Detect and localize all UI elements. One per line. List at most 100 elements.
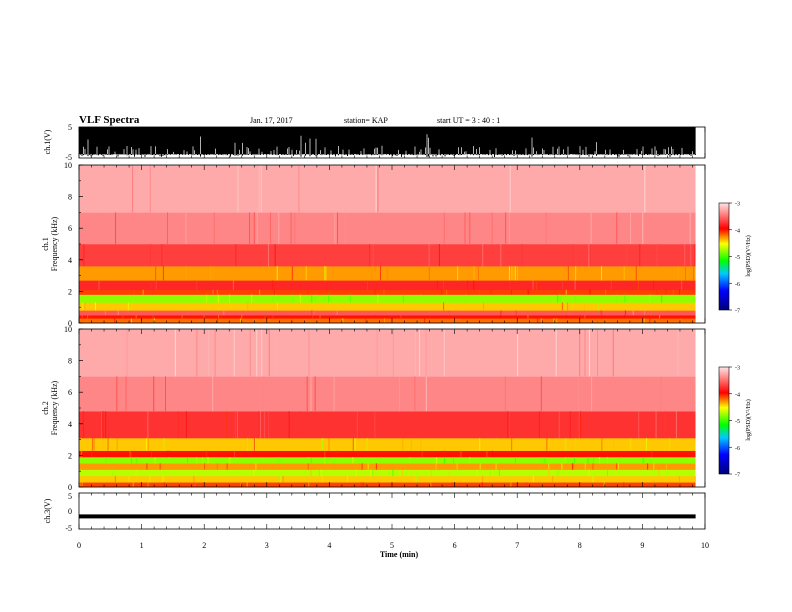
ch1-spectrogram-band bbox=[79, 302, 696, 311]
ch1-spectrogram-ytick-label: 0 bbox=[68, 319, 72, 328]
ch2-spectrogram-ytick-label: 6 bbox=[68, 388, 72, 397]
ch1-spectrogram-speckle bbox=[155, 280, 157, 290]
ch2-spectrogram-speckle bbox=[308, 482, 310, 487]
ch3-ytick-mid: 0 bbox=[68, 507, 72, 516]
ch1-spectrogram-speckle bbox=[218, 315, 220, 319]
ch1-spectrogram-speckle bbox=[424, 318, 426, 323]
ch1-spectrogram-speckle bbox=[428, 244, 430, 267]
ch1-spectrogram-speckle bbox=[509, 280, 511, 290]
ch2-spectrogram-speckle bbox=[262, 376, 264, 412]
ch1-spectrogram-speckle bbox=[290, 212, 292, 244]
ch1-spectrogram-speckle bbox=[312, 315, 314, 319]
ch2-spectrogram-speckle bbox=[568, 456, 570, 464]
ch1-spectrogram-speckle bbox=[508, 266, 510, 281]
ch2-colorbar-tick-label: -4 bbox=[735, 392, 740, 398]
time-tick-label: 7 bbox=[515, 541, 519, 550]
ch1-waveform-trace bbox=[78, 127, 696, 157]
ch2-spectrogram-speckle bbox=[126, 329, 128, 377]
ch1-spectrogram-speckle bbox=[527, 315, 529, 319]
ch2-spectrogram-speckle bbox=[253, 469, 255, 476]
figure-title: VLF Spectra bbox=[79, 114, 140, 126]
ch1-spectrogram-speckle bbox=[473, 266, 475, 281]
ch2-spectrogram-speckle bbox=[575, 438, 577, 451]
ch2-spectrogram-band bbox=[79, 469, 696, 477]
ch1-spectrogram-speckle bbox=[83, 244, 85, 267]
ch1-spectrogram-speckle bbox=[684, 244, 686, 267]
ch2-spectrogram-speckle bbox=[459, 450, 461, 457]
ch1-spectrogram-speckle bbox=[625, 244, 627, 267]
ch1-spectrogram-speckle bbox=[644, 318, 646, 323]
ch2-spectrogram-speckle bbox=[310, 376, 312, 412]
time-tick-label: 3 bbox=[265, 541, 269, 550]
ch1-spectrogram-speckle bbox=[335, 212, 337, 244]
ch1-spectrogram-speckle bbox=[589, 244, 591, 267]
ch2-spectrogram-speckle bbox=[346, 475, 348, 483]
ch1-spectrogram-speckle bbox=[443, 212, 445, 244]
ch2-channel-label: ch.2 bbox=[41, 401, 50, 415]
ch1-spectrogram-speckle bbox=[567, 266, 569, 281]
ch2-spectrogram-speckle bbox=[376, 329, 378, 377]
ch1-spectrogram-speckle bbox=[505, 212, 507, 244]
ch2-spectrogram-speckle bbox=[185, 411, 187, 439]
ch1-spectrogram-speckle bbox=[349, 294, 351, 303]
ch2-spectrogram-speckle bbox=[146, 463, 148, 470]
ch2-spectrogram-speckle bbox=[320, 469, 322, 476]
ch1-waveform-ylabel: ch.1(V) bbox=[43, 129, 52, 154]
ch1-spectrogram-speckle bbox=[95, 302, 97, 311]
ch1-spectrogram-speckle bbox=[228, 294, 230, 303]
ch2-colorbar-tick-label: -3 bbox=[735, 366, 740, 372]
ch2-colorbar-tick-label: -7 bbox=[735, 473, 740, 479]
ch2-spectrogram-speckle bbox=[572, 463, 574, 470]
ch1-spectrogram-speckle bbox=[386, 266, 388, 281]
ch2-spectrogram-speckle bbox=[678, 475, 680, 483]
ch1-spectrogram-speckle bbox=[448, 310, 450, 316]
ch1-spectrogram-speckle bbox=[133, 289, 135, 295]
ch1-spectrogram-speckle bbox=[400, 315, 402, 319]
ch2-spectrogram-speckle bbox=[131, 456, 133, 464]
ch2-spectrogram-speckle bbox=[392, 329, 394, 377]
ch2-spectrogram-speckle bbox=[569, 411, 571, 439]
ch2-spectrogram-speckle bbox=[692, 450, 694, 457]
ch1-spectrogram-speckle bbox=[223, 310, 225, 316]
ch2-spectrogram-yticks: 10 8 6 4 2 0 bbox=[64, 325, 83, 492]
ch1-spectrogram-speckle bbox=[232, 280, 234, 290]
ch3-waveform-ylabel: ch.3(V) bbox=[43, 498, 52, 523]
time-axis-ticks bbox=[78, 127, 706, 529]
time-tick-label: 10 bbox=[701, 541, 709, 550]
ch1-spectrogram-speckle bbox=[694, 244, 696, 267]
ch1-spectrogram-speckle bbox=[213, 212, 215, 244]
ch2-spectrogram-band bbox=[79, 482, 696, 488]
ch2-spectrogram-speckle bbox=[226, 411, 228, 439]
ch2-spectrogram-speckle bbox=[107, 438, 109, 451]
ch2-spectrogram-speckle bbox=[533, 376, 535, 412]
ch1-spectrogram-speckle bbox=[210, 266, 212, 281]
ch2-spectrogram-speckle bbox=[402, 438, 404, 451]
ch1-spectrogram-speckle bbox=[588, 244, 590, 267]
ch2-spectrogram-speckle bbox=[665, 463, 667, 470]
ch1-spectrogram-speckle bbox=[521, 244, 523, 267]
ch2-spectrogram-speckle bbox=[451, 482, 453, 487]
ch2-spectrogram-speckle bbox=[278, 475, 280, 483]
ch2-spectrogram-speckle bbox=[101, 411, 103, 439]
ch2-spectrogram-speckle bbox=[372, 469, 374, 476]
ch2-spectrogram-band bbox=[79, 329, 696, 377]
ch1-spectrogram-speckle bbox=[253, 212, 255, 244]
ch2-spectrogram-speckle bbox=[268, 411, 270, 439]
time-axis-ticklabels: 0 1 2 3 4 5 6 7 8 9 10 bbox=[77, 541, 709, 550]
ch1-spectrogram-speckle bbox=[509, 165, 511, 213]
ch1-spectrogram-speckle bbox=[223, 310, 225, 316]
ch2-spectrogram-speckle bbox=[476, 469, 478, 476]
ch2-spectrogram-speckle bbox=[479, 463, 481, 470]
time-tick-label: 8 bbox=[578, 541, 582, 550]
ch2-spectrogram-speckle bbox=[645, 438, 647, 451]
ch2-spectrogram-speckle bbox=[601, 438, 603, 451]
ch1-spectrogram-ytick-label: 2 bbox=[68, 287, 72, 296]
ch1-spectrogram-speckle bbox=[536, 280, 538, 290]
ch2-spectrogram-speckle bbox=[510, 482, 512, 487]
ch2-colorbar-tick-label: -6 bbox=[735, 446, 740, 452]
ch2-spectrogram-speckle bbox=[278, 482, 280, 487]
ch1-spectrogram-speckle bbox=[665, 289, 667, 295]
ch2-spectrogram-speckle bbox=[333, 376, 335, 412]
time-axis-label: Time (min) bbox=[380, 550, 419, 559]
ch2-spectrogram-speckle bbox=[374, 411, 376, 439]
